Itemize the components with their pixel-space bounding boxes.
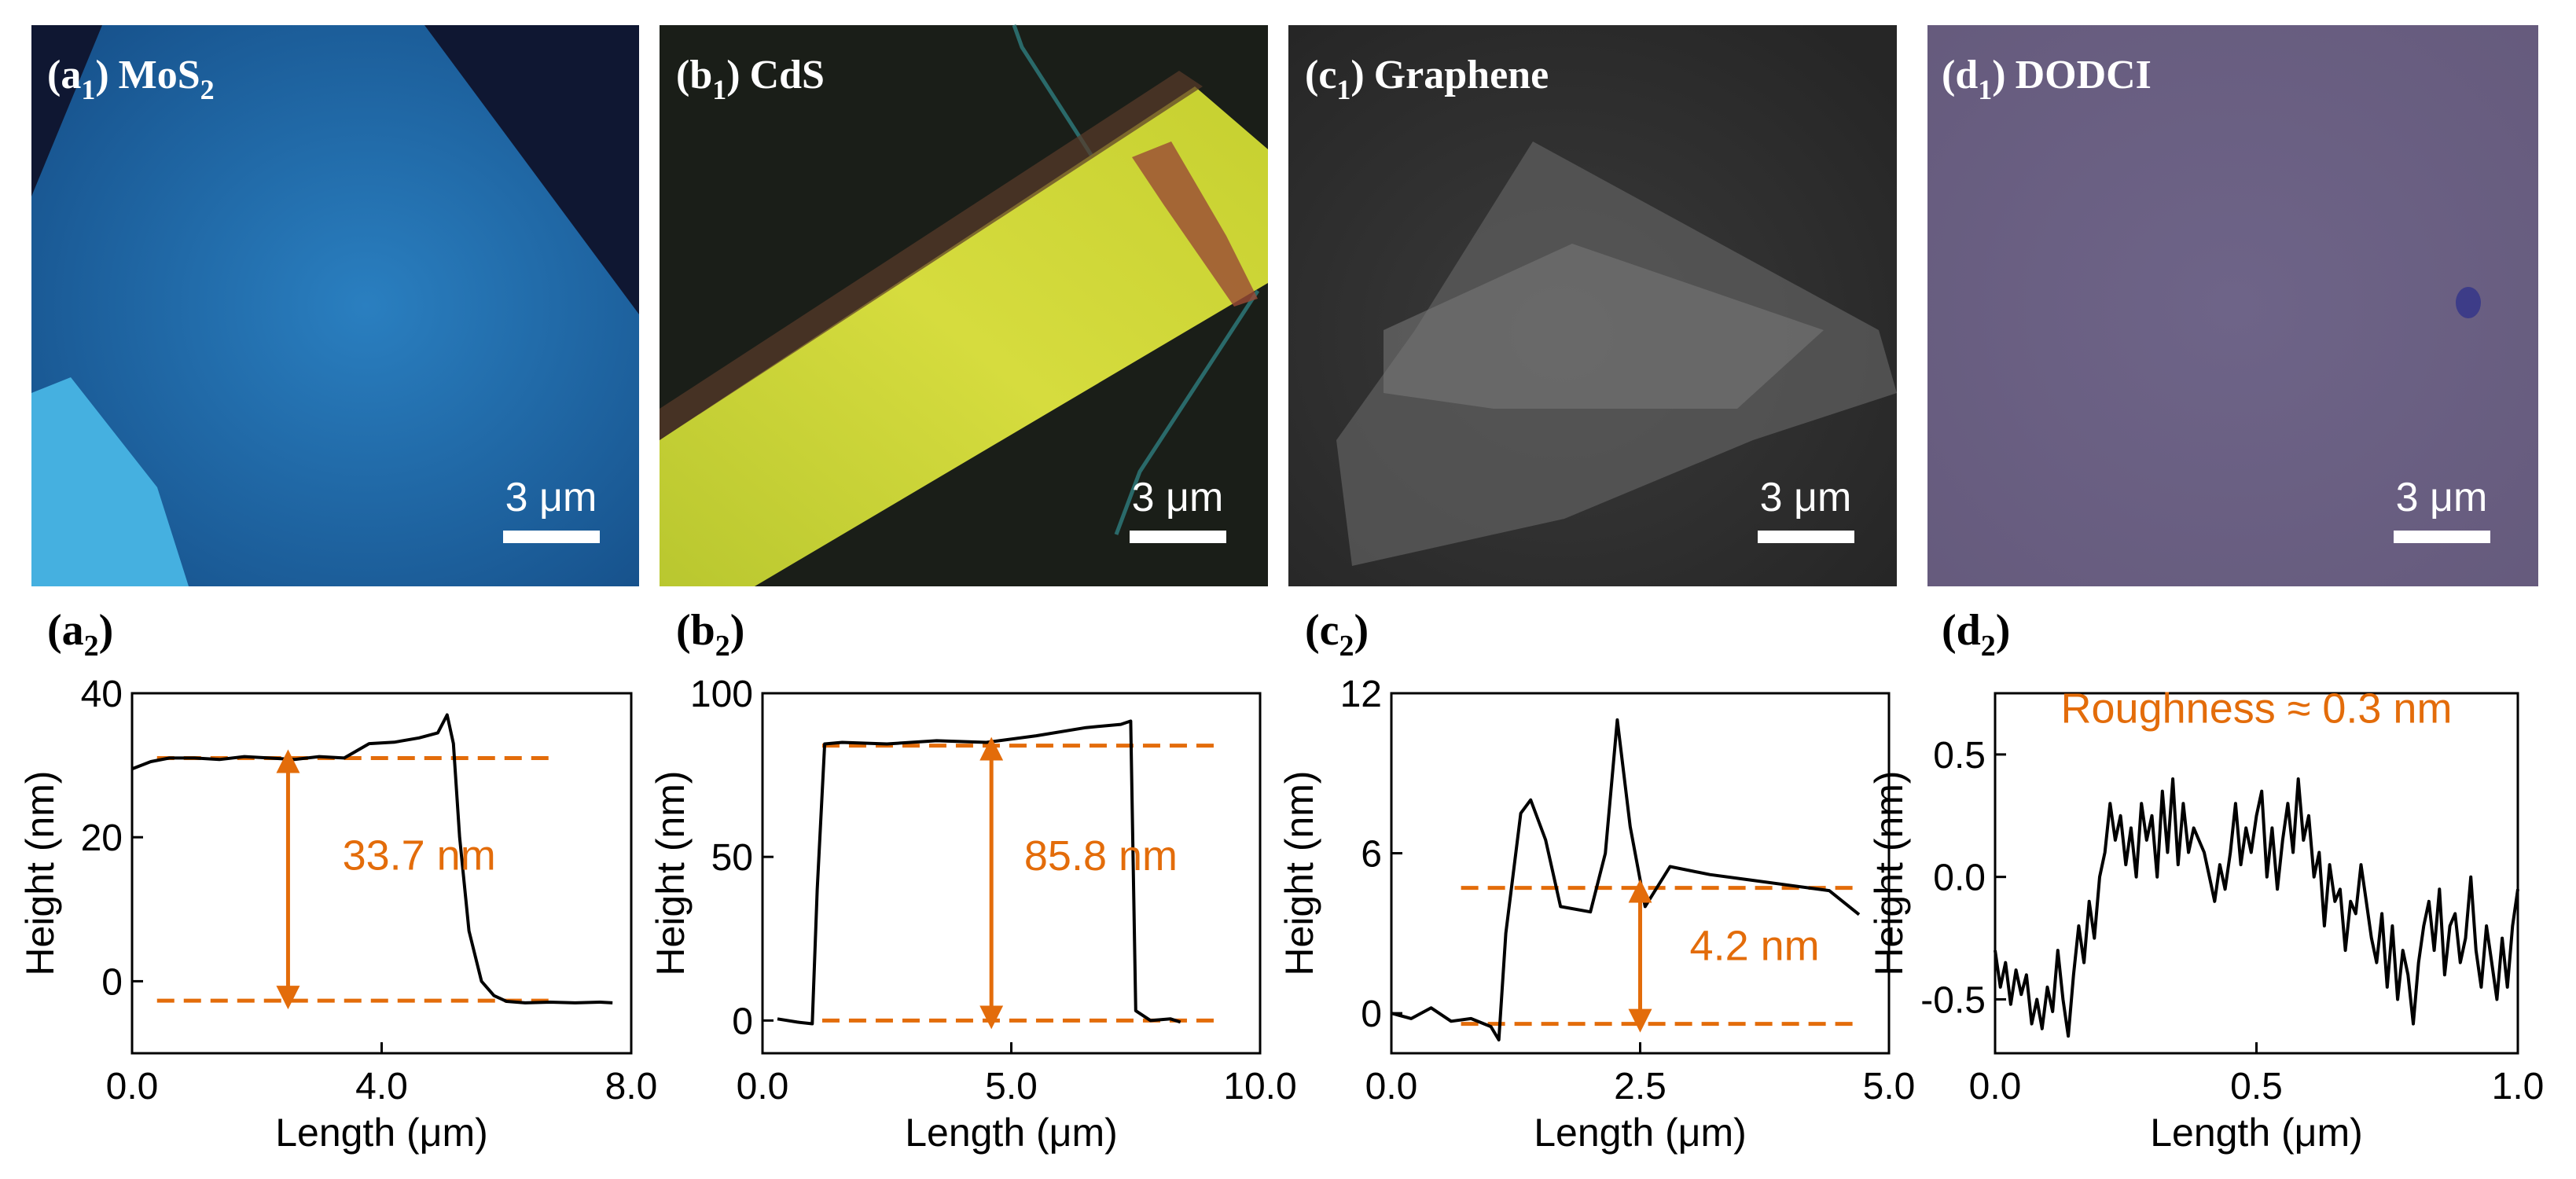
- x-axis-label: Length (μm): [2150, 1111, 2363, 1155]
- x-axis-label: Length (μm): [1534, 1111, 1747, 1155]
- mos2-thick-region: [31, 377, 189, 586]
- image-d1: 3 μm (d1) DODCI: [1927, 25, 2538, 586]
- y-tick-label: 20: [81, 817, 123, 859]
- y-tick-label: 0.0: [1933, 858, 1986, 899]
- panel-label-d1: (d1) DODCI: [1942, 53, 2152, 105]
- panel-label-b1: (b1) CdS: [676, 53, 825, 105]
- x-tick-label: 5.0: [985, 1066, 1038, 1107]
- y-axis-label: Height (nm): [1277, 770, 1321, 975]
- y-tick-label: 0: [1361, 994, 1382, 1035]
- x-axis-label: Length (μm): [275, 1111, 488, 1155]
- scale-bar: [503, 531, 600, 543]
- y-tick-label: 40: [81, 674, 123, 715]
- scale-bar-label: 3 μm: [2396, 475, 2488, 520]
- chart-b2: 0.0 5.0 10.0 0 50 100 Length (μm) Height (nm) 85…: [649, 674, 1297, 1155]
- panel-label-a1: (a1) MoS2: [47, 53, 215, 105]
- scale-bar-label: 3 μm: [1132, 475, 1224, 520]
- scale-bar: [1758, 531, 1854, 543]
- height-annotation: 85.8 nm: [1024, 832, 1178, 880]
- height-profile-line: [1994, 777, 2519, 1038]
- height-annotation: Roughness ≈ 0.3 nm: [2061, 685, 2453, 732]
- scale-bar: [1130, 531, 1226, 543]
- x-tick-label: 1.0: [2492, 1066, 2545, 1107]
- panel-label-d2: (d2): [1942, 606, 2010, 663]
- height-profile-line: [131, 713, 613, 1005]
- graphene-layer: [1384, 244, 1824, 409]
- x-tick-label: 4.0: [355, 1066, 408, 1107]
- x-tick-label: 5.0: [1863, 1066, 1916, 1107]
- scale-bar-label: 3 μm: [505, 475, 597, 520]
- image-b1: 3 μm (b1) CdS: [660, 24, 1268, 586]
- y-tick-label: 50: [711, 837, 753, 879]
- image-a1: 3 μm (a1) MoS2: [31, 25, 639, 586]
- y-tick-label: 12: [1340, 674, 1382, 715]
- scale-bar-label: 3 μm: [1760, 475, 1852, 520]
- cds-edge: [660, 71, 1203, 440]
- height-annotation: 33.7 nm: [343, 832, 496, 879]
- x-tick-label: 0.0: [737, 1066, 789, 1107]
- fiber-line: [1114, 289, 1260, 535]
- x-tick-label: 10.0: [1223, 1066, 1296, 1107]
- scale-bar: [2394, 531, 2490, 543]
- y-tick-label: 6: [1361, 834, 1382, 876]
- x-tick-label: 0.0: [106, 1066, 159, 1107]
- chart-a2: 0.0 4.0 8.0 0 20 40 Length (μm) Height (nm) 33.7…: [18, 674, 657, 1155]
- cds-flake: [660, 86, 1268, 586]
- image-c1: 3 μm (c1) Graphene: [1288, 25, 1897, 586]
- mos2-flake: [31, 25, 639, 586]
- y-axis-label: Height (nm): [1867, 770, 1911, 975]
- x-tick-label: 0.0: [1969, 1066, 2022, 1107]
- y-axis-label: Height (nm): [649, 770, 693, 975]
- x-tick-label: 2.5: [1614, 1066, 1666, 1107]
- y-axis-label: Height (nm): [18, 770, 62, 975]
- x-tick-label: 8.0: [605, 1066, 658, 1107]
- panel-label-c1: (c1) Graphene: [1305, 53, 1549, 105]
- height-profile-line: [1391, 718, 1861, 1041]
- y-tick-label: 0: [101, 961, 123, 1003]
- y-tick-label: 0: [732, 1001, 753, 1042]
- cds-wrinkle: [1132, 141, 1258, 307]
- chart-c2: 0.0 2.5 5.0 0 6 12 Length (μm) Height (nm) 4.2 n…: [1277, 674, 1915, 1155]
- x-tick-label: 0.0: [1365, 1066, 1418, 1107]
- x-tick-label: 0.5: [2230, 1066, 2283, 1107]
- panel-label-c2: (c2): [1305, 606, 1369, 663]
- dodci-particle: [2456, 287, 2481, 318]
- plot-frame: [1994, 692, 2519, 1055]
- panel-label-a2: (a2): [47, 606, 113, 663]
- y-tick-label: 0.5: [1933, 735, 1986, 777]
- height-annotation: 4.2 nm: [1690, 922, 1820, 969]
- y-tick-label: 100: [690, 674, 753, 715]
- x-axis-label: Length (μm): [905, 1111, 1118, 1155]
- y-tick-label: -0.5: [1920, 979, 1986, 1021]
- panel-label-b2: (b2): [676, 606, 744, 663]
- image-background: [1927, 25, 2538, 586]
